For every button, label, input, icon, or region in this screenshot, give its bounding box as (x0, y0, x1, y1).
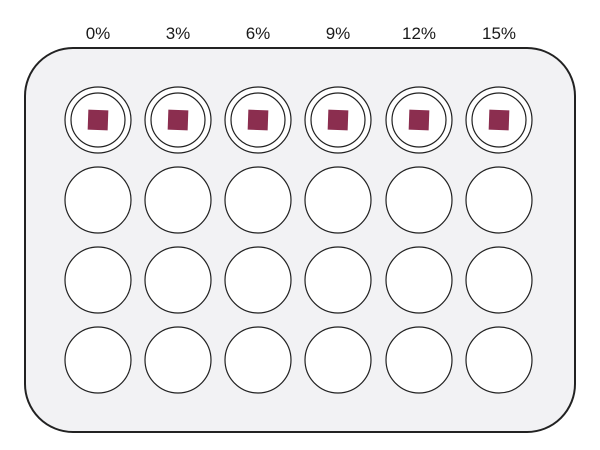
well (385, 86, 453, 154)
column-label: 9% (326, 24, 351, 43)
well (465, 326, 533, 394)
sample-square (167, 109, 189, 131)
well-insert-ring (310, 92, 366, 148)
well (304, 246, 372, 314)
sample-square (247, 109, 269, 131)
well (304, 166, 372, 234)
well-circle (224, 246, 292, 314)
column-labels: 0% 3% 6% 9% 12% 15% (86, 24, 516, 43)
well (144, 86, 212, 154)
well (224, 86, 292, 154)
well-circle (304, 246, 372, 314)
column-label: 12% (402, 24, 436, 43)
well (224, 246, 292, 314)
well (144, 166, 212, 234)
well (64, 326, 132, 394)
well-circle (304, 166, 372, 234)
well (224, 326, 292, 394)
well (144, 246, 212, 314)
well (385, 326, 453, 394)
well (465, 246, 533, 314)
well-circle (144, 246, 212, 314)
well-circle (304, 326, 372, 394)
well-insert-ring (391, 92, 447, 148)
well (64, 86, 132, 154)
well-circle (385, 246, 453, 314)
well-circle (64, 246, 132, 314)
well (465, 86, 533, 154)
sample-square (87, 109, 109, 131)
well (385, 246, 453, 314)
column-label: 15% (482, 24, 516, 43)
sample-square (327, 109, 349, 131)
sample-square (408, 109, 430, 131)
well-insert-ring (150, 92, 206, 148)
well-circle (465, 166, 533, 234)
well (304, 86, 372, 154)
well-insert-ring (230, 92, 286, 148)
well-circle (465, 246, 533, 314)
column-label: 6% (246, 24, 271, 43)
well-circle (465, 326, 533, 394)
well (224, 166, 292, 234)
well (64, 246, 132, 314)
well (64, 166, 132, 234)
sample-square (488, 109, 510, 131)
well-circle (144, 326, 212, 394)
well (465, 166, 533, 234)
well-circle (385, 326, 453, 394)
well-insert-ring (70, 92, 126, 148)
well-circle (224, 326, 292, 394)
well-circle (144, 166, 212, 234)
well-insert-ring (471, 92, 527, 148)
well (144, 326, 212, 394)
well-circle (385, 166, 453, 234)
well-circle (224, 166, 292, 234)
well (385, 166, 453, 234)
well-circle (64, 326, 132, 394)
wells-grid (64, 86, 533, 394)
well-circle (64, 166, 132, 234)
column-label: 3% (166, 24, 191, 43)
well (304, 326, 372, 394)
column-label: 0% (86, 24, 111, 43)
